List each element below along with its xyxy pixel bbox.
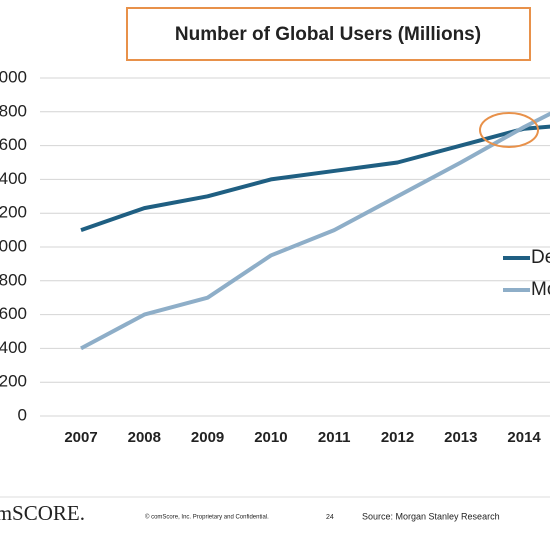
y-tick-label: 1200 <box>0 203 27 222</box>
y-tick-label: 800 <box>0 270 27 289</box>
y-tick-label: 600 <box>0 304 27 323</box>
y-tick-label: 2000 <box>0 67 27 86</box>
footer-source: Source: Morgan Stanley Research <box>362 511 500 521</box>
x-tick-label: 2011 <box>318 429 351 446</box>
x-tick-label: 2010 <box>254 429 287 446</box>
x-tick-label: 2012 <box>381 429 414 446</box>
y-tick-label: 1400 <box>0 169 27 188</box>
footer-notice: © comScore, Inc. Proprietary and Confide… <box>145 514 269 521</box>
series-line <box>80 124 550 232</box>
x-tick-label: 2008 <box>128 429 161 446</box>
series-line <box>80 111 550 351</box>
footer-page: 24 <box>326 514 334 521</box>
logo: comSCORE. <box>0 501 85 525</box>
y-tick-label: 200 <box>0 372 27 391</box>
highlight-circle <box>479 112 539 148</box>
y-tick-label: 1800 <box>0 101 27 120</box>
y-tick-label: 400 <box>0 338 27 357</box>
x-tick-label: 2013 <box>444 429 477 446</box>
legend-label: Mobile <box>531 279 550 300</box>
x-tick-label: 2014 <box>507 429 541 446</box>
y-tick-label: 0 <box>18 405 27 424</box>
chart-title: Number of Global Users (Millions) <box>175 24 481 45</box>
x-tick-label: 2007 <box>64 429 97 446</box>
legend-label: Desktop <box>531 247 550 268</box>
y-tick-label: 1000 <box>0 236 27 255</box>
title-box <box>126 7 531 61</box>
y-tick-label: 1600 <box>0 135 27 154</box>
x-tick-label: 2009 <box>191 429 224 446</box>
